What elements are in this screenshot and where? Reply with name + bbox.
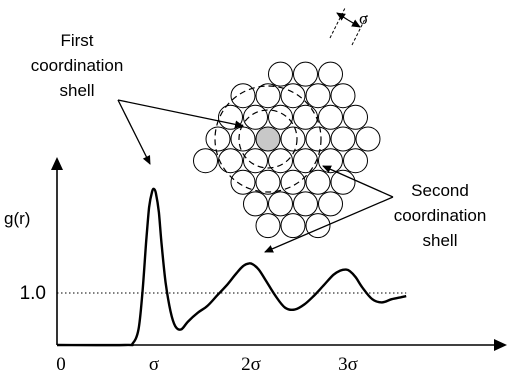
x-tick-label: σ	[149, 354, 159, 373]
x-tick-label: 0	[56, 354, 66, 373]
tick-labels: 0 σ 2σ 3σ 1.0	[20, 283, 358, 373]
particle	[230, 126, 256, 152]
y-axis-arrow	[51, 157, 63, 170]
particle	[293, 191, 318, 217]
sigma-dimension-label: σ	[359, 9, 368, 28]
first-shell-annotation: First coordination shell	[31, 31, 244, 165]
second-shell-annotation: Second coordination shell	[264, 165, 487, 253]
particle	[230, 169, 256, 195]
x-axis-arrow	[494, 339, 507, 351]
particle	[305, 126, 331, 152]
particle	[293, 148, 318, 174]
first-shell-arrow-to-ring	[117, 99, 244, 129]
particle	[243, 104, 268, 130]
center-particle	[255, 126, 281, 152]
second-shell-arrow-to-ring	[322, 165, 394, 198]
particle	[330, 169, 356, 195]
first-shell-ring	[238, 109, 298, 169]
x-tick-label: 2σ	[241, 354, 261, 373]
particle	[318, 191, 343, 217]
particle	[280, 169, 306, 195]
particle	[318, 104, 343, 130]
first-shell-line-3: shell	[60, 81, 95, 100]
particle	[280, 213, 306, 239]
second-shell-line-3: shell	[423, 231, 458, 250]
particle-packing-inset	[193, 61, 381, 239]
particle	[193, 148, 218, 174]
second-shell-ring	[214, 85, 322, 193]
particle	[268, 148, 293, 174]
particle	[305, 83, 331, 109]
particle	[318, 61, 343, 87]
sigma-dimension-marker: σ	[329, 7, 368, 46]
second-shell-line-1: Second	[411, 181, 469, 200]
first-shell-line-2: coordination	[31, 56, 124, 75]
y-tick-label: 1.0	[20, 283, 46, 304]
particle	[280, 83, 306, 109]
first-shell-arrow-to-peak	[117, 99, 151, 165]
particle	[230, 83, 256, 109]
second-shell-arrow-to-peak	[264, 196, 394, 253]
particle	[355, 126, 381, 152]
series-line	[56, 187, 407, 347]
particle	[268, 104, 293, 130]
particle	[268, 61, 293, 87]
particle	[268, 191, 293, 217]
x-tick-label: 3σ	[338, 354, 358, 373]
particle	[330, 126, 356, 152]
particle	[255, 83, 281, 109]
particle	[280, 126, 306, 152]
second-shell-line-2: coordination	[394, 206, 487, 225]
particle	[205, 126, 231, 152]
y-axis-label: g(r)	[4, 209, 30, 228]
particle	[293, 61, 318, 87]
series-group	[56, 187, 407, 347]
particle	[255, 169, 281, 195]
first-shell-line-1: First	[60, 31, 93, 50]
particle	[293, 104, 318, 130]
particle	[343, 104, 368, 130]
particle	[330, 83, 356, 109]
particle	[218, 148, 243, 174]
particle	[243, 191, 268, 217]
particle	[255, 213, 281, 239]
particle	[243, 148, 268, 174]
particle	[343, 148, 368, 174]
particle	[305, 169, 331, 195]
